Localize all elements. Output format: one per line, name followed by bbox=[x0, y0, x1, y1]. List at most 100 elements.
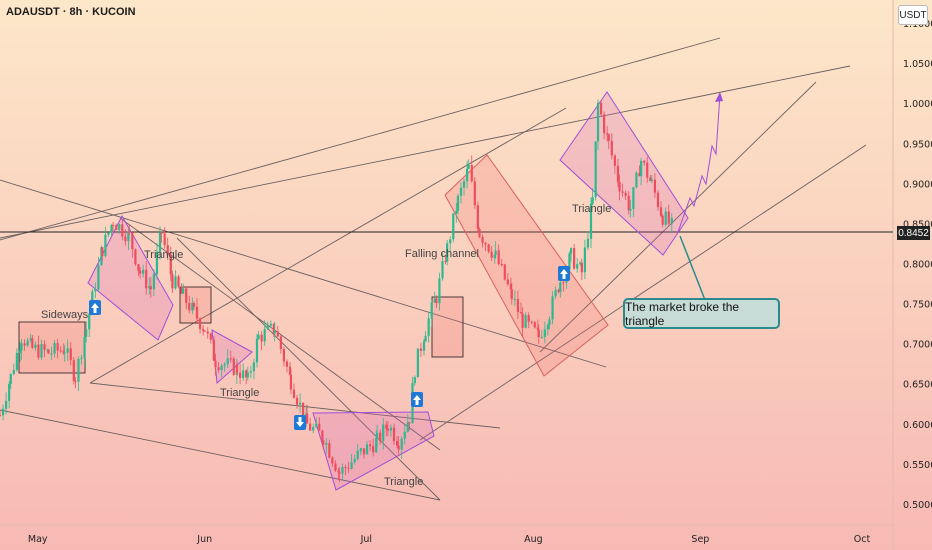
candle-down bbox=[160, 232, 163, 234]
support-line-lower bbox=[0, 409, 441, 501]
candle-up bbox=[356, 450, 359, 459]
candle-up bbox=[513, 298, 516, 300]
candle-down bbox=[185, 288, 188, 304]
candle-up bbox=[554, 289, 557, 297]
candle-down bbox=[510, 289, 513, 300]
candle-down bbox=[659, 207, 663, 216]
candle-up bbox=[424, 335, 427, 342]
x-tick-label: Oct bbox=[854, 534, 871, 545]
candle-down bbox=[331, 457, 334, 464]
candle-down bbox=[643, 160, 646, 163]
candle-down bbox=[661, 215, 664, 225]
candle-down bbox=[322, 440, 325, 445]
sideways-box bbox=[18, 321, 86, 374]
candle-down bbox=[59, 350, 62, 352]
candle-down bbox=[557, 289, 560, 293]
candle-down bbox=[288, 366, 292, 375]
candle-down bbox=[305, 413, 309, 424]
candle-up bbox=[8, 384, 11, 401]
candle-up bbox=[77, 358, 80, 382]
candle-up bbox=[403, 431, 406, 439]
candle-up bbox=[257, 334, 260, 340]
candle-down bbox=[212, 339, 215, 361]
candle-down bbox=[599, 102, 603, 115]
candle-up bbox=[664, 211, 667, 225]
projection-arrowhead-icon bbox=[715, 92, 723, 102]
candle-up bbox=[191, 302, 194, 311]
candle-up bbox=[559, 282, 562, 293]
candle-up bbox=[255, 339, 259, 363]
candle-up bbox=[242, 370, 245, 379]
candle-down bbox=[232, 358, 235, 375]
candle-up bbox=[50, 353, 53, 355]
candle-down bbox=[537, 329, 540, 338]
candle-down bbox=[481, 236, 484, 243]
candle-up bbox=[9, 373, 12, 385]
candle-down bbox=[527, 315, 530, 322]
candle-down bbox=[289, 374, 293, 390]
candle-up bbox=[66, 348, 69, 353]
candle-up bbox=[546, 324, 549, 330]
candle-down bbox=[470, 165, 473, 182]
candle-down bbox=[621, 191, 624, 193]
currency-selector[interactable]: USDT bbox=[898, 5, 928, 25]
candle-down bbox=[171, 274, 174, 289]
candle-down bbox=[279, 336, 282, 349]
candle-down bbox=[321, 430, 324, 441]
candle-down bbox=[369, 444, 372, 447]
candle-up bbox=[80, 358, 83, 360]
candle-up bbox=[63, 352, 66, 354]
candle-down bbox=[131, 232, 134, 250]
candle-down bbox=[31, 338, 34, 348]
rising-channel-lower bbox=[419, 144, 867, 441]
candle-down bbox=[607, 134, 610, 141]
resistance-line-upper bbox=[0, 37, 721, 241]
candle-up bbox=[632, 187, 635, 209]
candle-down bbox=[484, 242, 487, 245]
candle-down bbox=[124, 236, 127, 242]
candle-down bbox=[217, 367, 220, 371]
candle-down bbox=[478, 228, 481, 237]
candle-up bbox=[15, 352, 18, 371]
candle-up bbox=[452, 213, 455, 240]
candle-down bbox=[562, 282, 565, 284]
candle-up bbox=[174, 276, 177, 289]
candle-up bbox=[246, 372, 249, 378]
candle-down bbox=[519, 312, 523, 314]
candle-down bbox=[285, 361, 289, 367]
resistance-line-major bbox=[0, 65, 851, 239]
candle-up bbox=[325, 443, 328, 445]
rising-line-2 bbox=[89, 107, 567, 384]
candle-up bbox=[148, 286, 151, 289]
arrow-down-icon bbox=[294, 415, 306, 430]
candle-up bbox=[456, 195, 460, 211]
candle-up bbox=[273, 331, 276, 334]
descending-line-3 bbox=[119, 217, 441, 451]
candle-up bbox=[427, 318, 430, 336]
candle-down bbox=[638, 172, 641, 177]
candle-down bbox=[372, 446, 375, 453]
candle-up bbox=[433, 298, 436, 303]
candle-up bbox=[315, 423, 318, 428]
candle-down bbox=[0, 415, 2, 417]
candle-down bbox=[318, 423, 321, 431]
candle-down bbox=[580, 262, 583, 273]
candle-up bbox=[20, 343, 23, 351]
candle-up bbox=[629, 208, 632, 211]
x-tick-label: May bbox=[28, 534, 48, 545]
x-axis: May Jun Jul Aug Sep Oct bbox=[28, 534, 871, 545]
candle-down bbox=[473, 181, 476, 206]
candle-down bbox=[653, 179, 657, 193]
candle-down bbox=[245, 370, 248, 378]
candle-up bbox=[88, 314, 91, 330]
triangle-pattern-4 bbox=[559, 91, 689, 256]
candle-down bbox=[188, 303, 191, 311]
candle-up bbox=[312, 427, 315, 431]
x-tick-label: Jul bbox=[360, 534, 372, 545]
label-triangle-1: Triangle bbox=[144, 249, 183, 261]
candle-up bbox=[249, 371, 252, 373]
candle-down bbox=[115, 225, 118, 230]
